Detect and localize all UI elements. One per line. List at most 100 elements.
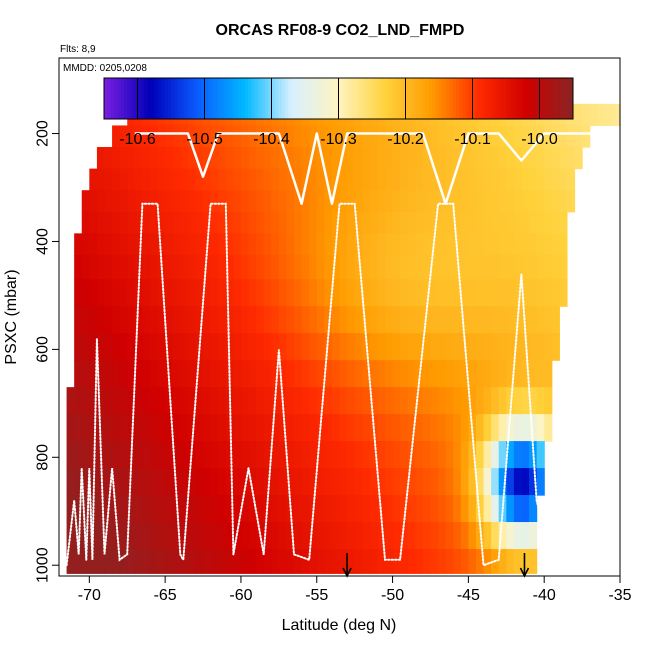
heatmap-cell	[536, 441, 545, 469]
heatmap-cell	[513, 495, 523, 523]
heatmap-cell	[407, 468, 416, 496]
heatmap-cell	[513, 233, 523, 256]
heatmap-cell	[309, 522, 318, 550]
heatmap-cell	[286, 254, 295, 280]
colorbar-segment	[278, 78, 283, 119]
heatmap-cell	[551, 233, 560, 256]
heatmap-cell	[294, 522, 303, 550]
heatmap-cell	[506, 387, 515, 415]
heatmap-cell	[309, 190, 318, 213]
heatmap-cell	[81, 414, 90, 442]
heatmap-cell	[81, 254, 90, 280]
heatmap-cell	[301, 360, 310, 388]
heatmap-cell	[483, 211, 492, 234]
colorbar-segment	[485, 78, 490, 119]
colorbar-tick-label: -10.0	[521, 131, 558, 148]
heatmap-cell	[392, 306, 401, 334]
heatmap-cell	[157, 387, 166, 415]
heatmap-cell	[513, 125, 523, 148]
heatmap-cell	[377, 414, 386, 442]
colorbar-segment	[375, 78, 380, 119]
heatmap-cell	[445, 495, 454, 523]
x-axis: -70 -65 -60 -55 -50 -45 -40 -35	[78, 576, 632, 604]
heatmap-cell	[513, 522, 523, 550]
heatmap-cell	[354, 441, 363, 469]
heatmap-cell	[119, 279, 128, 307]
heatmap-cell	[172, 387, 181, 415]
heatmap-cell	[127, 233, 136, 256]
heatmap-cell	[407, 549, 416, 574]
heatmap-cell	[415, 306, 424, 334]
heatmap-cell	[460, 522, 469, 550]
heatmap-cell	[422, 387, 432, 415]
heatmap-cell	[506, 211, 515, 234]
heatmap-cell	[271, 211, 280, 234]
heatmap-cell	[104, 190, 113, 213]
heatmap-cell	[66, 468, 75, 496]
colorbar-segment	[291, 78, 296, 119]
heatmap-cell	[460, 549, 469, 574]
heatmap-cell	[66, 414, 75, 442]
heatmap-cell	[453, 495, 462, 523]
heatmap-cell	[172, 306, 181, 334]
heatmap-cell	[225, 147, 234, 170]
heatmap-cell	[271, 441, 280, 469]
heatmap-cell	[407, 190, 416, 213]
heatmap-cell	[536, 233, 545, 256]
heatmap-cell	[172, 333, 181, 361]
heatmap-cell	[483, 333, 492, 361]
heatmap-cell	[513, 168, 523, 191]
heatmap-cell	[278, 495, 288, 523]
heatmap-cell	[294, 147, 303, 170]
heatmap-cell	[203, 468, 212, 496]
heatmap-cell	[263, 333, 272, 361]
heatmap-cell	[127, 190, 136, 213]
colorbar-segment	[462, 78, 467, 119]
heatmap-cell	[263, 306, 272, 334]
heatmap-cell	[263, 279, 272, 307]
heatmap-cell	[430, 190, 439, 213]
heatmap-cell	[195, 441, 204, 469]
colorbar-segment	[452, 78, 457, 119]
colorbar-segment	[365, 78, 370, 119]
heatmap-cell	[256, 306, 265, 334]
heatmap-cell	[331, 495, 341, 523]
heatmap-cell	[400, 147, 409, 170]
heatmap-cell	[468, 147, 477, 170]
colorbar-segment	[546, 78, 551, 119]
heatmap-cell	[377, 279, 386, 307]
heatmap-cell	[187, 333, 197, 361]
heatmap-cell	[203, 190, 212, 213]
heatmap-cell	[347, 211, 356, 234]
colorbar-segment	[439, 78, 443, 119]
heatmap-cell	[172, 441, 181, 469]
heatmap-cell	[422, 522, 432, 550]
heatmap-cell	[248, 233, 257, 256]
heatmap-cell	[294, 495, 303, 523]
heatmap-cell	[195, 211, 204, 234]
heatmap-cell	[271, 147, 280, 170]
heatmap-cell	[104, 254, 113, 280]
y-tick-label: 800	[35, 444, 52, 471]
heatmap-cell	[203, 549, 212, 574]
heatmap-cell	[165, 190, 174, 213]
heatmap-cell	[491, 233, 500, 256]
colorbar-segment	[120, 78, 125, 119]
heatmap-cell	[294, 125, 303, 148]
colorbar-segment	[150, 78, 155, 119]
heatmap-cell	[362, 147, 371, 170]
heatmap-cell	[89, 414, 98, 442]
heatmap-cell	[362, 254, 371, 280]
heatmap-cell	[218, 279, 227, 307]
heatmap-cell	[225, 441, 234, 469]
heatmap-cell	[559, 147, 568, 170]
heatmap-cell	[407, 254, 416, 280]
heatmap-cell	[172, 147, 181, 170]
heatmap-cell	[149, 360, 159, 388]
heatmap-cell	[498, 168, 507, 191]
heatmap-cell	[438, 522, 447, 550]
heatmap-cell	[256, 441, 265, 469]
heatmap-cell	[529, 254, 538, 280]
heatmap-cell	[544, 233, 553, 256]
heatmap-cell	[195, 190, 204, 213]
